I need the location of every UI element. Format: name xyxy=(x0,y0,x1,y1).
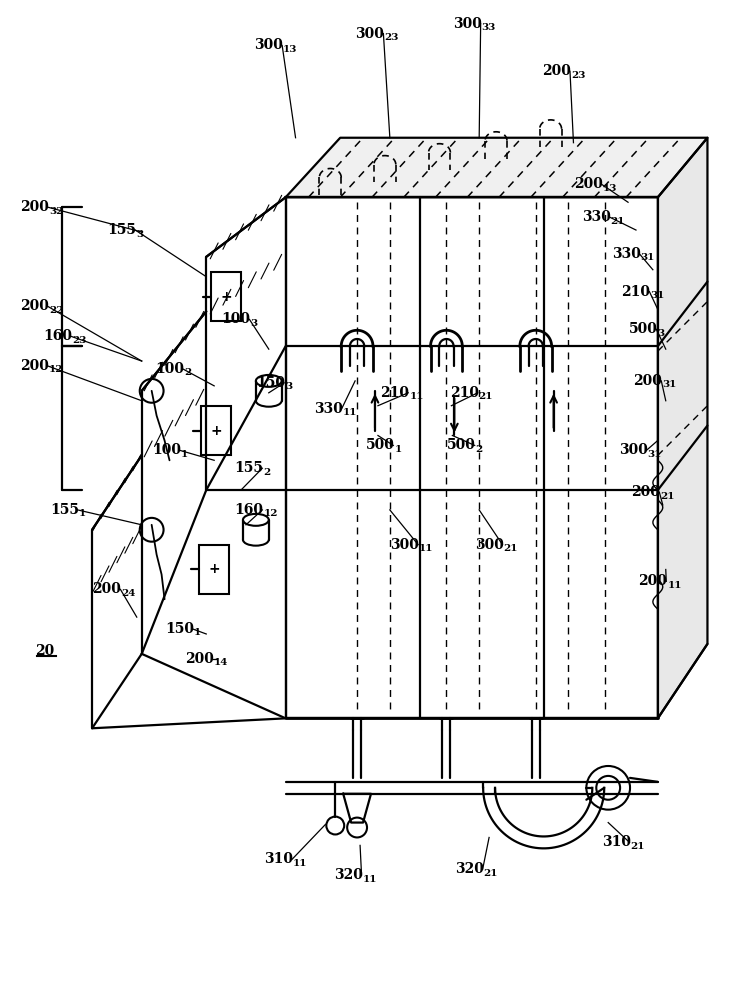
Text: 11: 11 xyxy=(409,392,424,401)
Text: 13: 13 xyxy=(283,45,297,54)
Text: 330: 330 xyxy=(314,402,343,416)
Text: 100: 100 xyxy=(152,443,181,457)
Text: 20: 20 xyxy=(35,644,54,658)
Circle shape xyxy=(326,817,344,834)
Text: 155: 155 xyxy=(235,461,263,475)
Text: 21: 21 xyxy=(484,869,498,878)
Text: 14: 14 xyxy=(214,658,228,667)
Text: 200: 200 xyxy=(631,485,660,499)
Text: 1: 1 xyxy=(78,509,86,518)
Text: 2: 2 xyxy=(184,368,191,377)
Text: 1: 1 xyxy=(181,450,188,459)
Text: 200: 200 xyxy=(20,200,49,214)
Text: 200: 200 xyxy=(92,582,121,596)
Text: 300: 300 xyxy=(474,538,503,552)
Text: 21: 21 xyxy=(610,217,625,226)
Bar xyxy=(211,272,241,321)
Text: 500: 500 xyxy=(366,438,394,452)
Text: 3: 3 xyxy=(250,319,258,328)
Text: 23: 23 xyxy=(72,336,86,345)
Text: 100: 100 xyxy=(155,362,184,376)
Text: 200: 200 xyxy=(185,652,214,666)
Text: 31: 31 xyxy=(650,291,665,300)
Text: 210: 210 xyxy=(622,285,650,299)
Text: 300: 300 xyxy=(619,443,648,457)
Text: 160: 160 xyxy=(235,503,263,517)
Text: 33: 33 xyxy=(482,23,496,32)
Text: 2: 2 xyxy=(263,468,271,477)
Text: 300: 300 xyxy=(355,27,385,41)
Ellipse shape xyxy=(256,375,282,387)
Text: 11: 11 xyxy=(419,544,434,553)
Text: 1: 1 xyxy=(394,445,402,454)
Circle shape xyxy=(596,776,620,800)
Text: 200: 200 xyxy=(20,359,49,373)
Polygon shape xyxy=(286,197,658,718)
Text: 210: 210 xyxy=(380,386,409,400)
Text: 155: 155 xyxy=(107,223,136,237)
Text: 23: 23 xyxy=(384,33,399,42)
Text: +: + xyxy=(210,424,222,438)
Text: 320: 320 xyxy=(334,868,363,882)
Text: 210: 210 xyxy=(450,386,479,400)
Text: 330: 330 xyxy=(582,210,610,224)
Circle shape xyxy=(347,818,367,837)
Text: 330: 330 xyxy=(612,247,641,261)
Polygon shape xyxy=(343,794,371,823)
Text: 12: 12 xyxy=(49,365,64,374)
Text: 300: 300 xyxy=(453,17,482,31)
Text: +: + xyxy=(209,562,220,576)
Ellipse shape xyxy=(243,514,269,526)
Text: 200: 200 xyxy=(574,177,603,191)
Text: 500: 500 xyxy=(628,322,657,336)
Text: 200: 200 xyxy=(542,64,571,78)
Text: 22: 22 xyxy=(49,306,64,315)
Text: 12: 12 xyxy=(263,509,278,518)
Text: 310: 310 xyxy=(264,852,293,866)
Text: 31: 31 xyxy=(662,380,676,389)
Bar xyxy=(199,545,229,594)
Text: 500: 500 xyxy=(447,438,476,452)
Text: 300: 300 xyxy=(255,38,283,52)
Text: 21: 21 xyxy=(630,842,645,851)
Text: 13: 13 xyxy=(603,184,617,193)
Text: 200: 200 xyxy=(639,574,667,588)
Text: 3: 3 xyxy=(136,230,144,239)
Text: 1: 1 xyxy=(194,628,201,637)
Text: 160: 160 xyxy=(43,329,72,343)
Text: 11: 11 xyxy=(363,875,377,884)
Circle shape xyxy=(586,766,630,810)
Text: 155: 155 xyxy=(50,503,79,517)
Text: +: + xyxy=(221,290,232,304)
Text: 2: 2 xyxy=(476,445,483,454)
Text: 32: 32 xyxy=(49,207,64,216)
Polygon shape xyxy=(286,138,707,197)
Text: 100: 100 xyxy=(221,312,251,326)
Text: 200: 200 xyxy=(633,374,662,388)
Text: 200: 200 xyxy=(20,299,49,313)
Text: 24: 24 xyxy=(121,589,135,598)
Text: 320: 320 xyxy=(455,862,484,876)
Text: 11: 11 xyxy=(293,859,308,868)
Text: 21: 21 xyxy=(660,492,675,501)
Text: 150: 150 xyxy=(256,376,285,390)
Bar xyxy=(201,406,231,455)
Text: 3: 3 xyxy=(657,329,665,338)
Text: 11: 11 xyxy=(667,581,682,590)
Text: 3: 3 xyxy=(285,382,292,391)
Text: 21: 21 xyxy=(503,544,518,553)
Text: 31: 31 xyxy=(648,450,662,459)
Text: 150: 150 xyxy=(165,622,194,636)
Text: 31: 31 xyxy=(640,253,655,262)
Text: 300: 300 xyxy=(390,538,419,552)
Text: 310: 310 xyxy=(602,835,630,849)
Text: 11: 11 xyxy=(343,408,357,417)
Text: 21: 21 xyxy=(479,392,493,401)
Text: 23: 23 xyxy=(571,71,585,80)
Polygon shape xyxy=(658,138,707,718)
